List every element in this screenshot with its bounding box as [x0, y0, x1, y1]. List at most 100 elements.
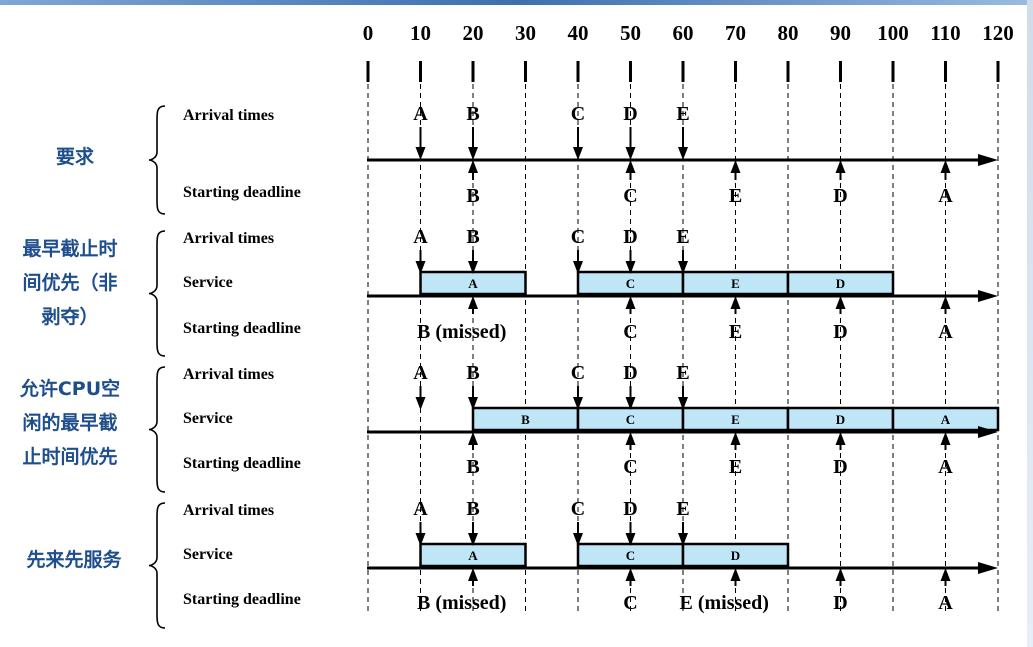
arrival-arrow-head [415, 261, 426, 274]
tick-label: 30 [515, 21, 536, 45]
service-bar-label: A [468, 276, 478, 291]
deadline-label: B (missed) [417, 321, 506, 343]
deadline-arrow-head [730, 296, 741, 309]
deadline-arrow-head [835, 432, 846, 445]
service-bar [681, 542, 790, 568]
arrival-label: C [571, 498, 585, 520]
top-accent-bar [0, 0, 1033, 5]
deadline-arrow-head [468, 568, 478, 581]
tick-label: 50 [620, 21, 641, 45]
deadline-arrow-head [625, 568, 636, 581]
deadline-arrow-head [940, 160, 951, 173]
arrival-label: E [676, 226, 689, 248]
deadline-arrow-head [625, 160, 636, 173]
service-bar [891, 406, 1000, 432]
deadline-arrow-head [730, 160, 741, 173]
arrival-arrow-head [678, 533, 688, 546]
row-label-deadline: Starting deadline [183, 320, 301, 337]
deadline-arrow-head [835, 160, 846, 173]
group-label-edf-nonpreemptive: 最早截止时 间优先（非 剥夺） [6, 232, 134, 334]
arrival-arrow-head [678, 397, 688, 410]
service-bar-label: D [731, 548, 740, 563]
deadline-label: C [623, 592, 637, 614]
arrival-arrow-head [573, 147, 583, 160]
deadline-label: C [623, 185, 637, 207]
service-bar-label: C [626, 412, 635, 427]
tick-label: 10 [410, 21, 431, 45]
row-label-service: Service [183, 274, 233, 291]
arrival-arrow-head [415, 533, 426, 546]
row-label-arrival: Arrival times [183, 366, 274, 383]
group-label-line: 允许CPU空 [19, 378, 121, 400]
tick-label: 20 [463, 21, 484, 45]
brace-schedule [148, 366, 166, 493]
arrival-arrow-head [468, 261, 478, 274]
service-bar-label: E [731, 412, 740, 427]
deadline-label: A [938, 185, 953, 207]
arrival-arrow-head [678, 147, 688, 160]
service-bar-label: B [521, 412, 530, 427]
deadline-label: E (missed) [680, 592, 769, 614]
deadline-label: E [729, 456, 742, 478]
tick-label: 0 [363, 21, 374, 45]
group-label-requirements: 要求 [55, 146, 94, 168]
row-label-service: Service [183, 410, 233, 427]
arrival-arrow-head [573, 261, 583, 274]
arrival-arrow-head [468, 533, 478, 546]
deadline-label: B [466, 185, 479, 207]
arrival-arrow-head [625, 147, 636, 160]
arrival-label: B [466, 498, 479, 520]
service-bar-label: D [836, 412, 845, 427]
arrival-arrow-head [573, 397, 583, 410]
arrival-label: A [413, 498, 428, 520]
deadline-label: D [833, 456, 847, 478]
row-label-deadline: Starting deadline [183, 184, 301, 201]
arrival-label: A [413, 362, 428, 384]
arrival-label: C [571, 226, 585, 248]
service-bar [786, 270, 895, 296]
arrival-arrow-head [415, 147, 426, 160]
deadline-arrow-head [625, 432, 636, 445]
arrival-label: D [623, 362, 637, 384]
arrival-label: B [466, 103, 479, 125]
service-bar-label: A [941, 412, 951, 427]
deadline-label: C [623, 456, 637, 478]
deadline-label: B (missed) [417, 592, 506, 614]
tick-label: 120 [982, 21, 1014, 45]
deadline-arrow-head [940, 432, 951, 445]
deadline-label: D [833, 592, 847, 614]
tick-label: 80 [778, 21, 799, 45]
deadline-label: C [623, 321, 637, 343]
group-label-line: 剥夺） [41, 306, 99, 328]
tick-label: 90 [830, 21, 851, 45]
arrival-arrow-head [468, 147, 478, 160]
arrival-arrow-head [678, 261, 688, 274]
deadline-label: D [833, 321, 847, 343]
arrival-label: E [676, 498, 689, 520]
arrival-label: E [676, 362, 689, 384]
arrival-arrow-head [625, 533, 636, 546]
right-edge-bar [1027, 0, 1033, 647]
arrival-arrow-head [468, 397, 478, 410]
group-label-line: 最早截止时 [22, 238, 118, 260]
group-label-edf-idle-allowed: 允许CPU空 闲的最早截 止时间优先 [6, 372, 134, 474]
brace-schedule [148, 502, 166, 629]
arrival-arrow-head [415, 397, 426, 410]
deadline-arrow-head [468, 432, 478, 445]
arrival-label: D [623, 498, 637, 520]
group-label-line: 闲的最早截 [22, 412, 118, 434]
arrival-label: A [413, 226, 428, 248]
deadline-label: E [729, 185, 742, 207]
group-label-line: 先来先服务 [26, 549, 122, 571]
service-bar-label: C [626, 276, 635, 291]
group-label-line: 止时间优先 [22, 446, 118, 468]
deadline-arrow-head [940, 568, 951, 581]
arrival-label: D [623, 103, 637, 125]
tick-label: 100 [877, 21, 909, 45]
tick-label: 40 [568, 21, 589, 45]
deadline-arrow-head [730, 432, 741, 445]
arrival-label: C [571, 362, 585, 384]
service-bar-label: D [836, 276, 845, 291]
arrival-arrow-head [625, 261, 636, 274]
